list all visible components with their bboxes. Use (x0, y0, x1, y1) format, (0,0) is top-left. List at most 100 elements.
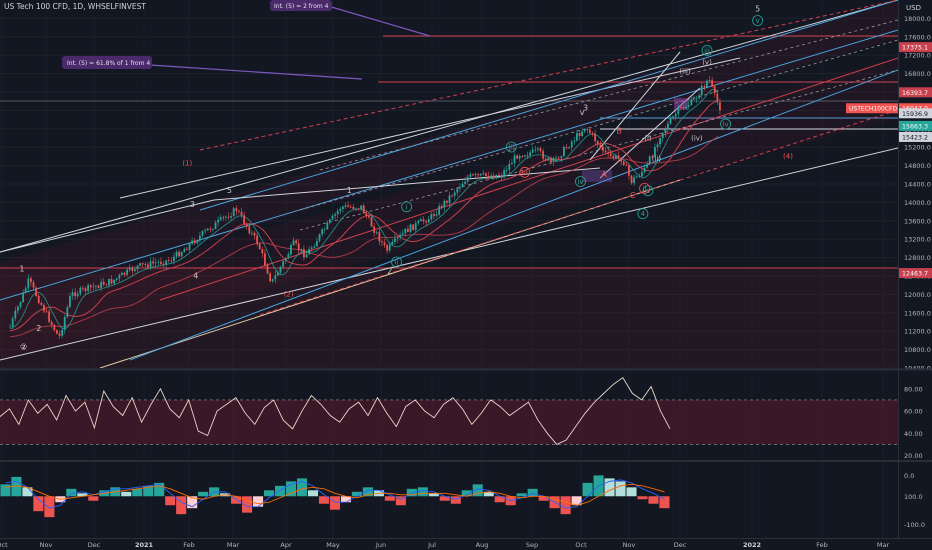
candle-body (310, 247, 313, 249)
candle-body (227, 216, 230, 218)
candle-body (152, 261, 155, 264)
candle-body (334, 214, 337, 216)
candle-body (399, 234, 402, 238)
macd-histogram-bar (604, 478, 615, 497)
price-tick-label: 12000.0 (904, 291, 931, 299)
time-tick-label: May (326, 541, 340, 549)
price-tick-label: 12800.0 (904, 254, 931, 262)
price-badge (899, 268, 932, 279)
candle-body (412, 224, 415, 230)
wave-label-circle (401, 201, 413, 213)
candle-body (58, 333, 61, 336)
candle-body (537, 148, 539, 150)
candle-body (292, 240, 295, 246)
candle-body (378, 232, 381, 242)
candle-body (565, 147, 568, 148)
candle-body (100, 281, 103, 288)
candle-body (568, 147, 571, 149)
candle-body (357, 208, 360, 210)
candle-body (521, 155, 524, 157)
candle-body (674, 114, 677, 117)
candle-body (485, 173, 487, 176)
price-badge (899, 103, 932, 114)
macd-axis[interactable]: 0.0 100.0 -100.0 (904, 472, 925, 529)
candle-body (516, 155, 519, 159)
candle-body (573, 140, 576, 142)
candle-body (201, 231, 204, 236)
wave-label: 2 (387, 267, 392, 276)
candle-body (526, 155, 529, 157)
candle-body (654, 147, 656, 157)
candle-body (89, 285, 92, 288)
wave-label: B (617, 126, 623, 135)
note-int5-2[interactable]: Int. (5) = 2 from 4 (270, 0, 332, 11)
candle-body (555, 157, 558, 159)
candle-body (664, 129, 667, 133)
candle-body (186, 248, 188, 250)
candle-body (97, 285, 100, 288)
chart-title: US Tech 100 CFD, 1D, WHSELFINVEST (4, 2, 146, 11)
wave-label: 5 (755, 5, 760, 14)
rsi-pane (0, 377, 898, 445)
rsi-axis[interactable]: 20.00 40.00 60.00 80.00 (904, 385, 923, 460)
candle-body (204, 230, 207, 232)
price-tick-label: 13200.0 (904, 236, 931, 244)
macd-histogram-bar (154, 482, 165, 497)
wave-label: iv (723, 121, 729, 129)
candle-body (635, 176, 638, 178)
candle-body (490, 175, 493, 179)
candle-body (425, 221, 428, 223)
candle-body (443, 200, 446, 208)
note-int5-618[interactable]: Int. (5) = 61.8% of 1 from 4 (62, 56, 152, 69)
macd-tick-label: 0.0 (904, 472, 914, 480)
macd-histogram-bar (187, 496, 198, 509)
rsi-tick-label: 80.00 (904, 385, 923, 393)
macd-histogram-bar (0, 484, 11, 497)
candle-body (71, 292, 74, 297)
candle-body (284, 258, 287, 262)
wave-label: iv (522, 169, 528, 177)
candle-body (430, 213, 433, 220)
price-badge (899, 120, 932, 131)
candle-body (651, 156, 654, 158)
candle-body (154, 262, 157, 264)
candle-body (617, 155, 620, 158)
time-tick-label: Mar (227, 541, 240, 549)
macd-histogram-bar (318, 496, 330, 504)
candle-body (687, 105, 690, 107)
candle-body (518, 155, 521, 159)
macd-histogram-bar (77, 493, 88, 497)
price-badge-label: 15936.9 (902, 111, 928, 118)
wave-label: (iv) (691, 134, 703, 142)
price-badge (899, 87, 932, 98)
candle-body (9, 326, 12, 328)
candle-body (11, 318, 14, 327)
macd-histogram-bar (198, 491, 209, 497)
price-badge (899, 131, 932, 142)
macd-histogram-bar (88, 496, 99, 501)
candle-body (472, 174, 474, 176)
candle-body (589, 129, 591, 133)
candle-body (388, 244, 391, 251)
candle-body (323, 229, 326, 231)
macd-histogram-bar (516, 493, 527, 497)
time-axis[interactable]: Oct Nov Dec 2021 Feb Mar Apr May Jun Jul Aug Sep Oct… (0, 541, 889, 549)
candle-body (495, 175, 498, 179)
candle-body (563, 147, 565, 157)
wave-label: i (406, 203, 408, 211)
candle-body (305, 254, 308, 258)
candle-body (599, 144, 602, 147)
candle-body (248, 226, 251, 234)
candle-body (383, 242, 386, 246)
candle-body (594, 133, 597, 142)
candle-body (128, 267, 131, 270)
wave-label: (iii) (679, 68, 691, 76)
candle-body (115, 278, 118, 280)
candle-body (685, 106, 688, 109)
candle-body (700, 85, 703, 96)
wave-label: iv (645, 187, 651, 195)
candle-body (30, 278, 32, 283)
candle-body (180, 252, 183, 257)
candle-body (160, 261, 162, 264)
